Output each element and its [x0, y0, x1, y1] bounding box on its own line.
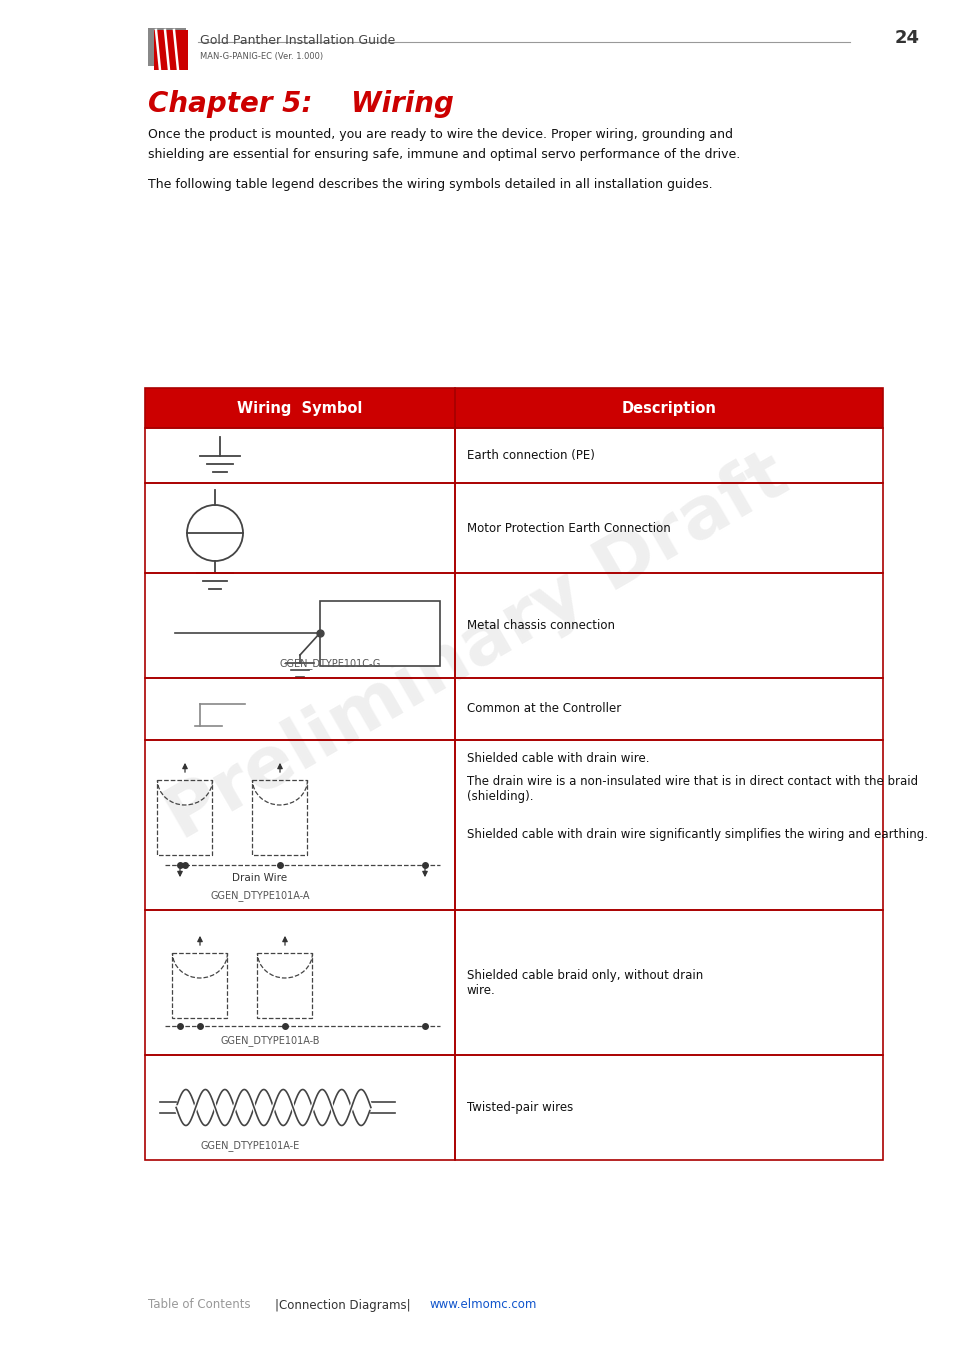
Bar	[145, 1054, 455, 1160]
Bar	[455, 740, 882, 910]
Text: GGEN_DTYPE101C-G: GGEN_DTYPE101C-G	[279, 659, 380, 670]
Bar	[145, 387, 455, 428]
Text: |Connection Diagrams|: |Connection Diagrams|	[274, 1299, 410, 1311]
Text: Common at the Controller: Common at the Controller	[467, 702, 620, 716]
Bar	[145, 678, 455, 740]
Bar	[145, 428, 455, 483]
Bar	[455, 678, 882, 740]
Bar	[455, 1054, 882, 1160]
Bar	[455, 572, 882, 678]
Bar	[153, 30, 188, 70]
Bar	[455, 910, 882, 1054]
Bar	[145, 428, 455, 483]
Text: Chapter 5:    Wiring: Chapter 5: Wiring	[148, 90, 454, 117]
Bar	[319, 601, 439, 666]
Bar	[257, 953, 313, 1018]
Text: Motor Protection Earth Connection: Motor Protection Earth Connection	[467, 521, 670, 535]
Text: The drain wire is a non-insulated wire that is in direct contact with the braid : The drain wire is a non-insulated wire t…	[467, 775, 917, 803]
Text: GGEN_DTYPE101A-E: GGEN_DTYPE101A-E	[200, 1141, 299, 1152]
Bar	[145, 678, 455, 740]
Bar	[145, 910, 455, 1054]
Bar	[145, 387, 882, 428]
Text: Description: Description	[621, 401, 716, 416]
Text: Table of Contents: Table of Contents	[148, 1299, 251, 1311]
Text: The following table legend describes the wiring symbols detailed in all installa: The following table legend describes the…	[148, 178, 712, 190]
Text: 24: 24	[894, 28, 919, 47]
Bar	[145, 572, 455, 678]
Bar	[455, 483, 882, 572]
Bar	[455, 483, 882, 572]
Text: Shielded cable with drain wire.: Shielded cable with drain wire.	[467, 752, 649, 765]
Bar	[148, 28, 186, 66]
Bar	[145, 740, 455, 910]
Text: Wiring  Symbol: Wiring Symbol	[237, 401, 362, 416]
Text: Once the product is mounted, you are ready to wire the device. Proper wiring, gr: Once the product is mounted, you are rea…	[148, 128, 732, 140]
Text: Metal chassis connection: Metal chassis connection	[467, 620, 615, 632]
Bar	[455, 910, 882, 1054]
Bar	[455, 428, 882, 483]
Text: GGEN_DTYPE101A-B: GGEN_DTYPE101A-B	[220, 1035, 319, 1046]
Bar	[145, 910, 455, 1054]
Text: Shielded cable with drain wire significantly simplifies the wiring and earthing.: Shielded cable with drain wire significa…	[467, 828, 927, 841]
Text: MAN-G-PANIG-EC (Ver. 1.000): MAN-G-PANIG-EC (Ver. 1.000)	[200, 51, 323, 61]
Text: Preliminary Draft: Preliminary Draft	[153, 441, 800, 855]
Bar	[157, 780, 213, 855]
Bar	[172, 953, 227, 1018]
Text: www.elmomc.com: www.elmomc.com	[430, 1299, 537, 1311]
Bar	[455, 1054, 882, 1160]
Bar	[455, 740, 882, 910]
Bar	[455, 678, 882, 740]
Text: Twisted-pair wires: Twisted-pair wires	[467, 1102, 573, 1114]
Text: Shielded cable braid only, without drain
wire.: Shielded cable braid only, without drain…	[467, 968, 702, 996]
Bar	[145, 1054, 455, 1160]
Bar	[145, 572, 455, 678]
Text: Earth connection (PE): Earth connection (PE)	[467, 450, 595, 462]
Bar	[253, 780, 307, 855]
Bar	[455, 387, 882, 428]
Text: shielding are essential for ensuring safe, immune and optimal servo performance : shielding are essential for ensuring saf…	[148, 148, 740, 161]
Bar	[455, 428, 882, 483]
Bar	[455, 572, 882, 678]
Bar	[145, 740, 455, 910]
Bar	[145, 483, 455, 572]
Bar	[145, 483, 455, 572]
Text: Drain Wire: Drain Wire	[233, 873, 287, 883]
Text: Gold Panther Installation Guide: Gold Panther Installation Guide	[200, 34, 395, 46]
Text: GGEN_DTYPE101A-A: GGEN_DTYPE101A-A	[210, 891, 310, 902]
